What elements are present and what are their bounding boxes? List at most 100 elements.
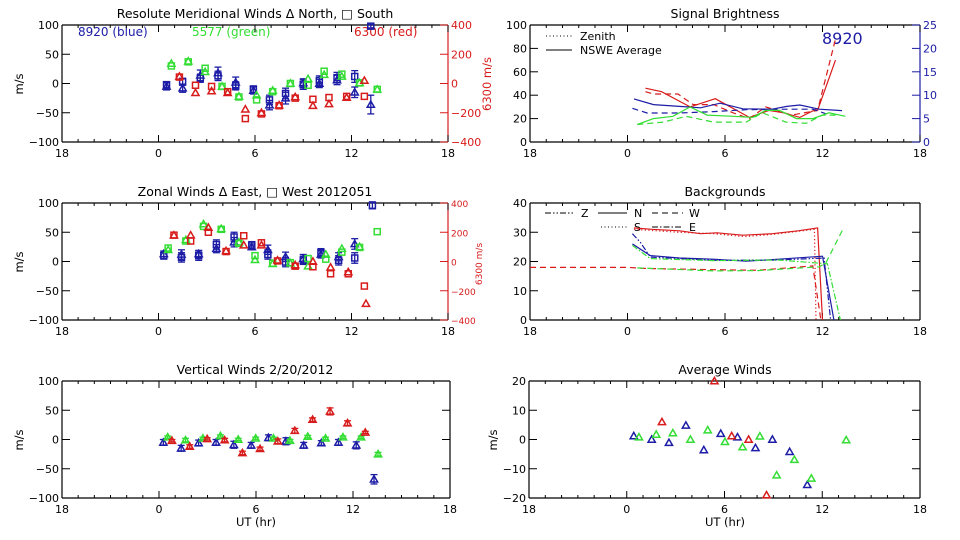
triangle-marker (163, 244, 174, 254)
square-marker (223, 87, 232, 96)
series-line-6300-zenith (645, 38, 837, 120)
square-marker (230, 233, 238, 241)
y-tick-label: 0 (519, 434, 526, 447)
square-marker (325, 93, 333, 102)
triangle-marker (732, 432, 743, 441)
y2-tick-label: −400 (451, 136, 481, 149)
y2-tick-label: 0 (923, 136, 930, 149)
series-5577-zenith (162, 430, 383, 458)
triangle-marker (324, 98, 334, 108)
triangle-marker (234, 91, 244, 100)
chart-title: Resolute Meridional Winds Δ North, □ Sou… (117, 6, 394, 21)
y2-tick-label: −200 (451, 107, 481, 120)
triangle-marker (176, 443, 187, 452)
triangle-marker (754, 431, 765, 440)
triangle-marker (349, 238, 360, 248)
legend-8920-blue: 8920 (blue) (78, 25, 148, 39)
triangle-marker (369, 474, 379, 483)
y-tick-label: −10 (503, 463, 526, 476)
triangle-marker (216, 223, 227, 233)
triangle-marker (290, 91, 301, 101)
plot-marks (158, 406, 383, 485)
x-tick-label: 6 (252, 325, 259, 338)
triangle-marker (308, 100, 318, 110)
chart-title: Zonal Winds Δ East, □ West 2012051 (138, 184, 373, 199)
triangle-marker (365, 99, 376, 109)
legend-label-w: W (689, 207, 700, 220)
y-tick-label: 20 (512, 375, 526, 388)
square-marker (304, 81, 312, 90)
square-marker (164, 244, 172, 252)
square-marker (204, 228, 213, 236)
y2-tick-label: 0 (451, 78, 458, 91)
square-marker (191, 81, 200, 90)
chart-title: Backgrounds (684, 184, 765, 199)
series-line-6300-s (633, 228, 817, 321)
triangle-marker (237, 447, 248, 457)
square-marker (367, 22, 375, 30)
square-marker (264, 250, 272, 259)
triangle-marker (750, 442, 761, 452)
square-marker (235, 93, 243, 101)
x-tick-label: 6 (252, 147, 259, 160)
triangle-marker (280, 93, 291, 102)
triangle-marker (234, 237, 244, 246)
square-marker (320, 67, 328, 75)
triangle-marker (238, 240, 249, 249)
y-tick-label: 10 (513, 285, 527, 298)
triangle-marker (290, 259, 301, 269)
y-tick-label: 10 (512, 404, 526, 417)
triangle-marker (240, 104, 251, 113)
x-tick-label: 12 (816, 147, 830, 160)
triangle-marker (185, 230, 196, 239)
triangle-marker (373, 449, 383, 458)
legend-label-n: N (634, 207, 642, 220)
square-marker (344, 270, 353, 278)
triangle-marker (361, 298, 371, 308)
triangle-marker (162, 432, 173, 441)
zonal-winds-panel: Zonal Winds Δ East, □ West 2012051 m/s 6… (12, 184, 485, 338)
x-tick-label: 18 (55, 147, 69, 160)
series-8920-south (162, 22, 375, 106)
triangle-marker (715, 428, 726, 438)
triangle-marker (193, 437, 204, 447)
triangle-marker (303, 73, 313, 83)
square-marker (338, 70, 346, 78)
square-marker (275, 101, 283, 110)
y-tick-label: −50 (36, 107, 59, 120)
square-marker (257, 239, 266, 247)
series-8920-average (628, 420, 813, 489)
y-tick-label: 50 (45, 226, 59, 239)
triangle-marker (219, 434, 230, 444)
square-marker (182, 237, 190, 245)
x-tick-label: 0 (624, 325, 631, 338)
series-line-8920-z (631, 233, 832, 321)
square-marker (249, 85, 258, 94)
triangle-marker (726, 430, 737, 440)
square-marker (241, 114, 250, 123)
average-winds-panel: Average Winds m/s UT (hr) 18 0 6 12 18−20−10… (486, 362, 927, 529)
x-tick-label: 18 (913, 325, 927, 338)
x-tick-label: 18 (441, 147, 455, 160)
triangle-marker (206, 85, 217, 95)
square-marker (239, 232, 248, 240)
triangle-marker (841, 434, 852, 444)
meridional-winds-panel: Resolute Meridional Winds Δ North, □ Sou… (12, 6, 494, 160)
y2-tick-label: 5 (923, 113, 930, 126)
triangle-marker (336, 243, 347, 253)
x-tick-label: 18 (523, 325, 537, 338)
series-line-8920-zenith (632, 107, 830, 116)
x-tick-label: 0 (155, 147, 162, 160)
y-tick-label: 50 (45, 404, 59, 417)
triangle-marker (360, 427, 371, 436)
x-axis-label: UT (hr) (705, 515, 745, 529)
triangle-marker (233, 434, 244, 443)
triangle-marker (320, 249, 331, 258)
x-axis-label: UT (hr) (236, 515, 276, 529)
y2-axis-label: 6300 m/s (475, 243, 485, 286)
square-marker (268, 87, 277, 96)
square-marker (214, 72, 222, 80)
